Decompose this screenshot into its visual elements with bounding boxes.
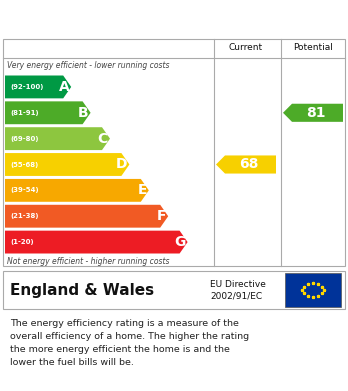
Text: The energy efficiency rating is a measure of the
overall efficiency of a home. T: The energy efficiency rating is a measur… xyxy=(10,319,250,366)
Text: D: D xyxy=(116,158,127,172)
Text: Not energy efficient - higher running costs: Not energy efficient - higher running co… xyxy=(7,258,169,267)
Text: A: A xyxy=(58,80,69,94)
Text: (21-38): (21-38) xyxy=(10,213,39,219)
Text: G: G xyxy=(174,235,185,249)
Polygon shape xyxy=(5,101,90,124)
Text: (1-20): (1-20) xyxy=(10,239,34,245)
Bar xyxy=(285,273,341,307)
Text: (55-68): (55-68) xyxy=(10,161,38,167)
Text: Energy Efficiency Rating: Energy Efficiency Rating xyxy=(63,11,285,25)
Text: Current: Current xyxy=(229,43,263,52)
Polygon shape xyxy=(5,231,188,253)
Text: C: C xyxy=(98,132,108,145)
Polygon shape xyxy=(5,127,110,150)
Text: (81-91): (81-91) xyxy=(10,110,39,116)
Text: (92-100): (92-100) xyxy=(10,84,44,90)
Polygon shape xyxy=(5,205,168,228)
Text: (69-80): (69-80) xyxy=(10,136,39,142)
Text: EU Directive
2002/91/EC: EU Directive 2002/91/EC xyxy=(210,280,266,300)
Text: B: B xyxy=(78,106,89,120)
Text: F: F xyxy=(157,209,166,223)
Text: Potential: Potential xyxy=(293,43,333,52)
Polygon shape xyxy=(216,156,276,174)
Text: (39-54): (39-54) xyxy=(10,187,39,194)
Text: E: E xyxy=(137,183,147,197)
Text: 68: 68 xyxy=(239,158,259,172)
Polygon shape xyxy=(5,75,71,99)
Polygon shape xyxy=(283,104,343,122)
Polygon shape xyxy=(5,153,129,176)
Polygon shape xyxy=(5,179,149,202)
Text: 81: 81 xyxy=(306,106,326,120)
Text: England & Wales: England & Wales xyxy=(10,283,154,298)
Text: Very energy efficient - lower running costs: Very energy efficient - lower running co… xyxy=(7,61,169,70)
